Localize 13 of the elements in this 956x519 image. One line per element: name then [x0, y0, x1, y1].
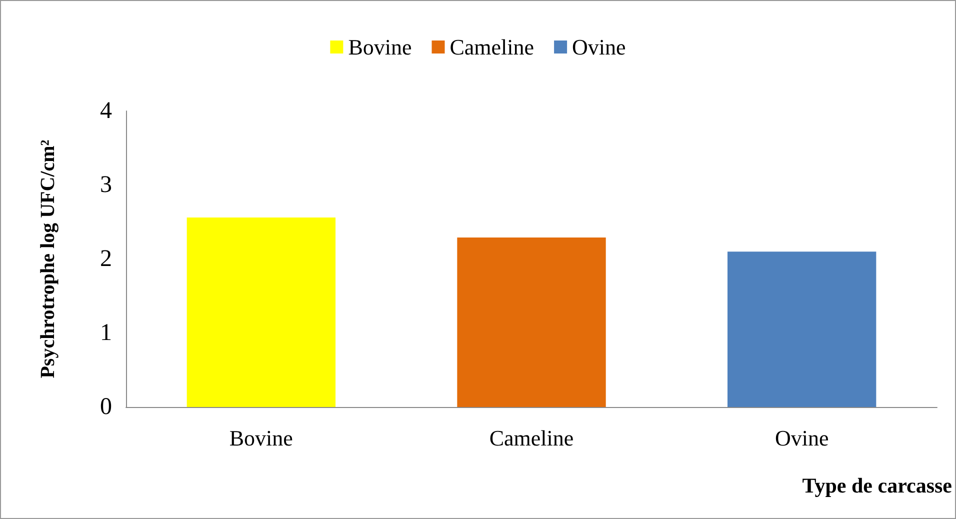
legend-label: Cameline: [450, 34, 534, 60]
y-axis-title: Psychrotrophe log UFC/cm²: [37, 140, 59, 378]
x-tick-label: Cameline: [489, 426, 574, 450]
y-tick-label: 0: [100, 394, 112, 420]
y-tick-label: 2: [100, 246, 112, 272]
y-tick-label: 3: [100, 172, 112, 198]
y-tick-label: 4: [100, 98, 112, 124]
y-tick-label: 1: [100, 320, 112, 346]
x-tick-label: Bovine: [229, 426, 293, 450]
x-axis-title: Type de carcasse: [802, 474, 952, 498]
legend-label: Bovine: [348, 34, 412, 60]
legend-label: Ovine: [572, 34, 626, 60]
x-tick-label: Ovine: [774, 426, 829, 450]
